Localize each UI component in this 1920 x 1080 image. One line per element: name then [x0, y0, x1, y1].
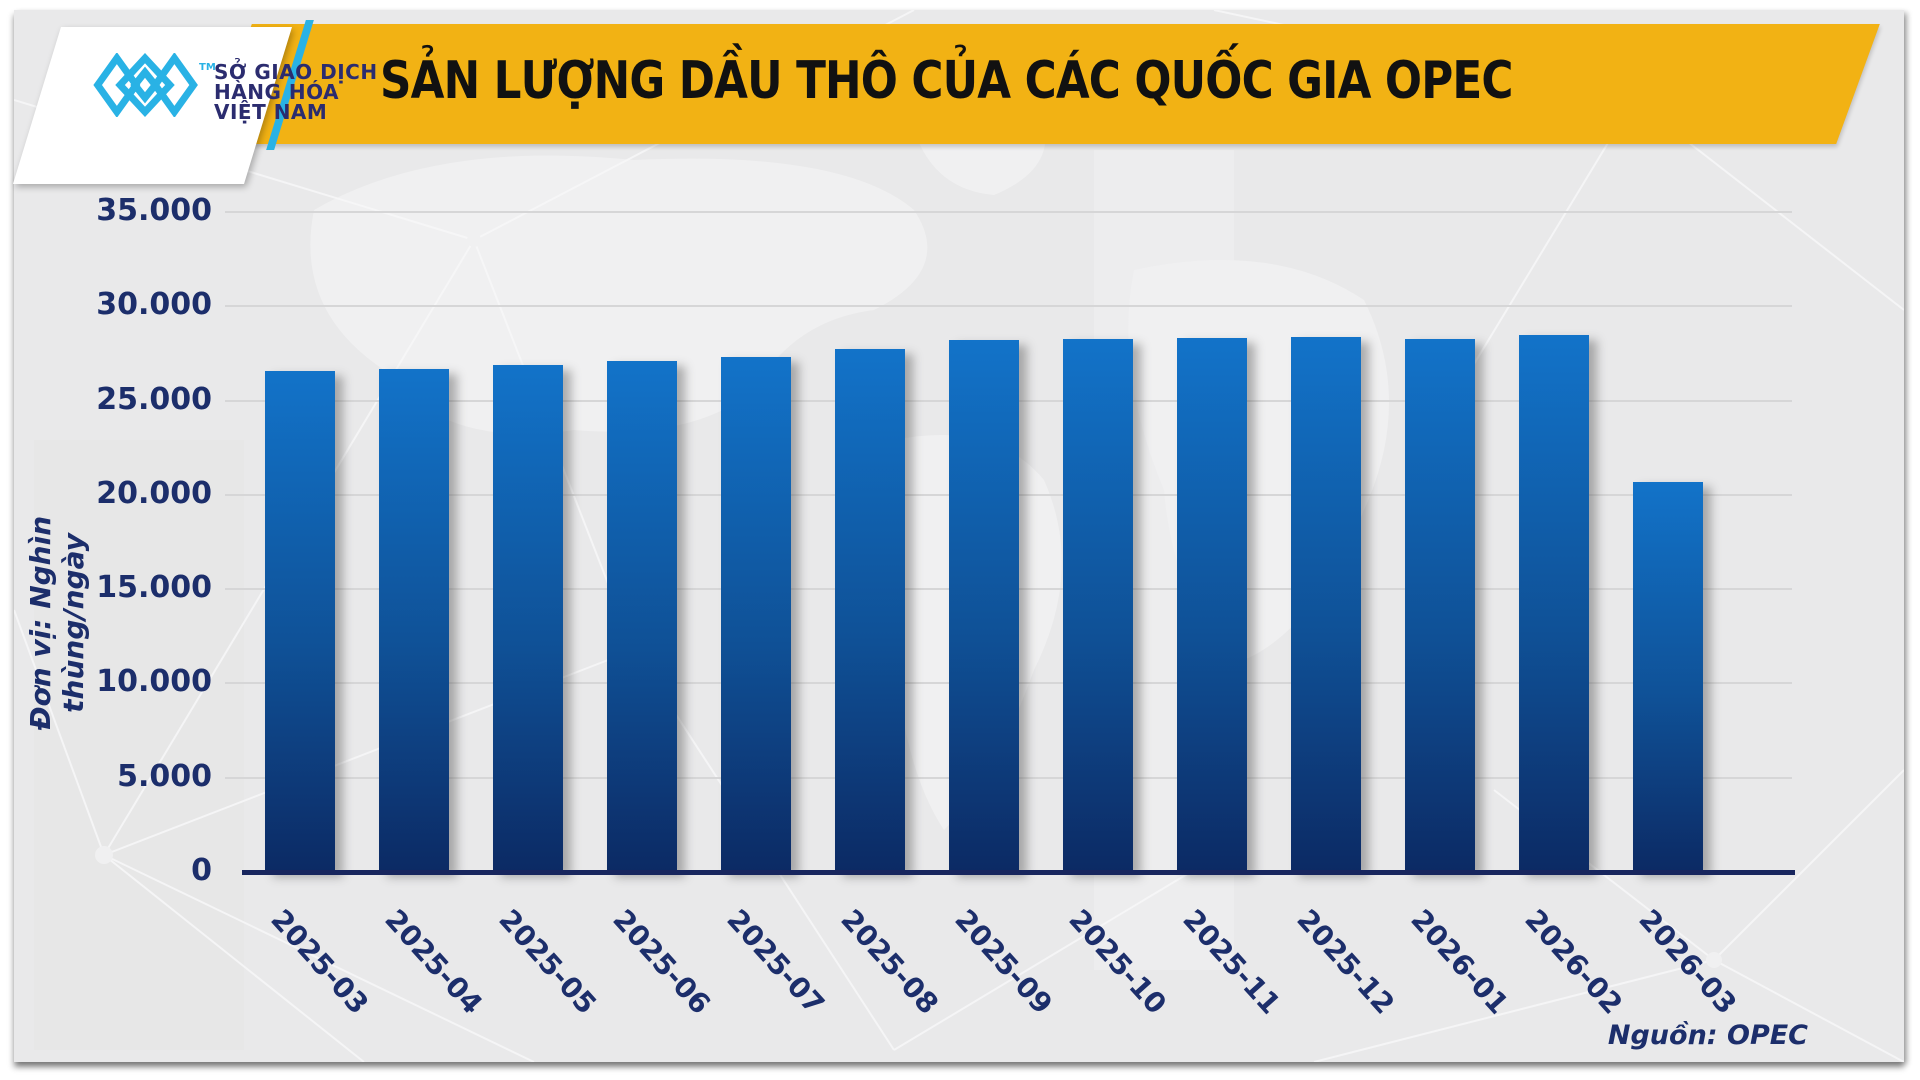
bar-2025-03 [265, 371, 335, 872]
x-tick-label: 2026-03 [1632, 903, 1743, 1021]
bar-2025-07 [721, 357, 791, 872]
y-tick-label: 25.000 [96, 381, 212, 417]
x-tick-label: 2025-11 [1176, 903, 1287, 1021]
bar-2025-05 [493, 364, 563, 872]
gridline [225, 305, 1792, 308]
y-tick-label: 15.000 [96, 570, 212, 606]
x-axis-line [242, 870, 1795, 875]
page-title: SẢN LƯỢNG DẦU THÔ CỦA CÁC QUỐC GIA OPEC [380, 51, 1513, 111]
y-tick-label: 35.000 [96, 193, 212, 228]
x-tick-label: 2025-10 [1062, 903, 1173, 1021]
bar-2025-04 [379, 369, 449, 872]
x-tick-label: 2025-12 [1290, 903, 1401, 1021]
x-tick-label: 2026-02 [1518, 903, 1629, 1021]
logo-text: SỞ GIAO DỊCH HÀNG HÓA VIỆT NAM [214, 62, 378, 122]
x-tick-label: 2025-03 [264, 903, 375, 1021]
bar-2025-10 [1063, 339, 1133, 872]
x-tick-label: 2025-09 [948, 903, 1059, 1021]
y-tick-label: 20.000 [96, 475, 212, 511]
logo-line-3: VIỆT NAM [214, 100, 328, 124]
bar-2025-08 [835, 348, 905, 872]
y-tick-label: 0 [191, 853, 212, 888]
logo-line-2: HÀNG HÓA [214, 80, 340, 104]
x-tick-label: 2025-06 [606, 903, 717, 1021]
bar-2025-11 [1177, 338, 1247, 872]
mxv-logo-icon [93, 53, 198, 117]
bar-2026-01 [1405, 339, 1475, 872]
bar-2026-03 [1633, 481, 1703, 872]
y-tick-label: 10.000 [96, 664, 212, 700]
source-credit: Nguồn: OPEC [1607, 1020, 1808, 1051]
x-tick-label: 2025-04 [378, 903, 489, 1021]
logo-line-1: SỞ GIAO DỊCH [214, 60, 378, 84]
trademark-symbol: TM [199, 62, 216, 73]
bar-2026-02 [1519, 334, 1589, 872]
bar-2025-09 [949, 340, 1019, 872]
y-tick-label: 30.000 [96, 287, 212, 323]
x-tick-label: 2025-08 [834, 903, 945, 1021]
bar-2025-12 [1291, 337, 1361, 872]
bar-2025-06 [607, 360, 677, 872]
gridline [225, 211, 1792, 213]
y-tick-label: 5.000 [117, 758, 212, 794]
x-tick-label: 2025-07 [720, 903, 831, 1021]
x-tick-label: 2025-05 [492, 903, 603, 1021]
x-tick-label: 2026-01 [1404, 903, 1515, 1021]
